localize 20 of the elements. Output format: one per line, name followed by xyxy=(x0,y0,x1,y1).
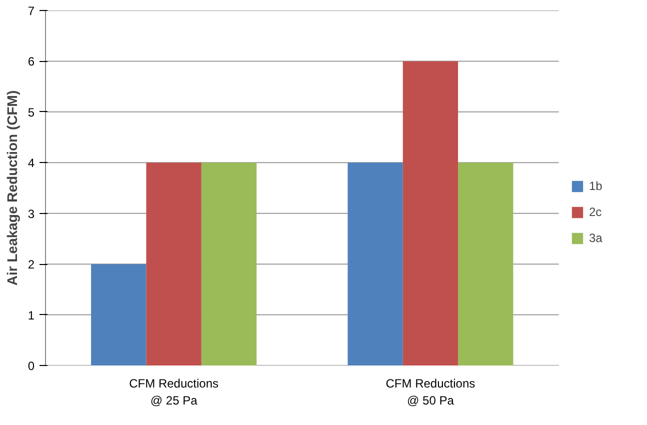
y-tick-label: 0 xyxy=(28,359,35,373)
legend-label: 1b xyxy=(589,179,604,193)
legend-label: 2c xyxy=(589,205,603,219)
y-tick-label: 4 xyxy=(28,156,35,170)
y-tick-label: 3 xyxy=(28,206,35,221)
bar xyxy=(146,162,202,366)
bar xyxy=(458,162,514,366)
bar xyxy=(402,61,458,366)
bar xyxy=(201,162,257,366)
x-tick-label: CFM Reductions @ 25 Pa xyxy=(129,376,219,408)
bar xyxy=(91,264,146,366)
y-tick-label: 7 xyxy=(28,4,35,18)
y-tick-label: 2 xyxy=(28,258,35,272)
y-tick-label: 5 xyxy=(28,105,35,120)
y-axis-title: Air Leakage Reduction (CFM) xyxy=(4,90,20,286)
y-tick-label: 6 xyxy=(28,54,35,69)
y-tick-label: 1 xyxy=(28,308,35,322)
x-tick-label: CFM Reductions @ 50 Pa xyxy=(386,376,476,408)
legend-label: 3a xyxy=(589,231,604,245)
bar xyxy=(348,162,403,366)
